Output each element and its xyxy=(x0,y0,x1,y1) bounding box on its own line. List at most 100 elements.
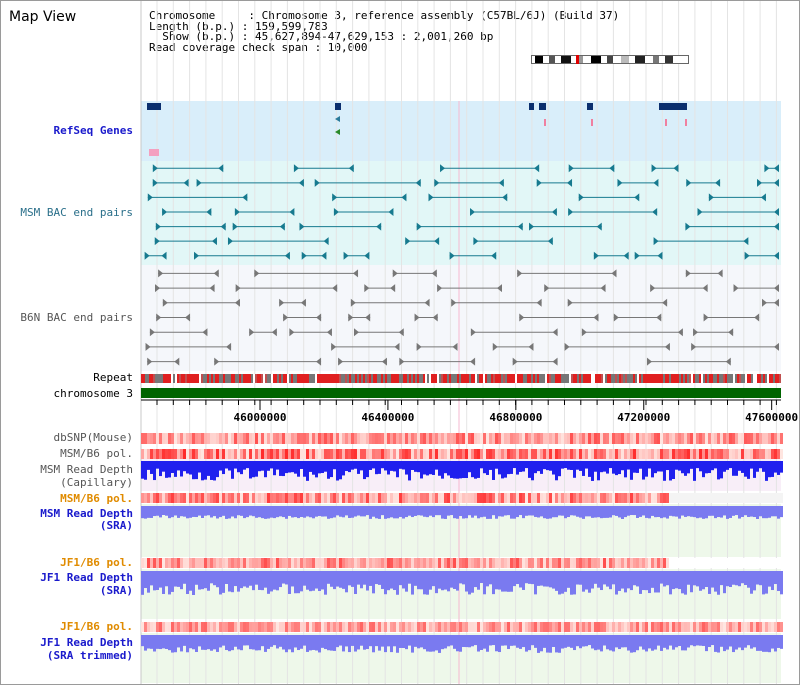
jf1-b6-pol-heat xyxy=(747,558,750,568)
track-label-msm-bac[interactable]: MSM BAC end pairs xyxy=(20,206,133,219)
jf1-b6-pol-heat xyxy=(261,558,264,568)
msm-capillary-depth-bar xyxy=(501,461,504,479)
msm-sra-depth-bar xyxy=(738,506,741,519)
repeat-segment xyxy=(571,374,573,383)
msm-sra-depth-bar xyxy=(180,506,183,517)
track-label-jf1-read-depth-trimmed[interactable]: JF1 Read Depth xyxy=(40,636,133,649)
dbsnp-heat xyxy=(741,433,744,444)
msm-b6-pol-sra-heat xyxy=(369,493,372,503)
jf1-trim-depth-bar xyxy=(486,635,489,652)
jf1-b6-pol-heat xyxy=(621,558,624,568)
jf1-sra-depth-bar xyxy=(291,571,294,587)
msm-capillary-depth-bar xyxy=(612,461,615,474)
msm-b6-pol-heat xyxy=(141,449,144,459)
repeat-segment xyxy=(205,374,207,383)
msm-capillary-depth-bar xyxy=(447,461,450,476)
jf1-b6-pol-trim-heat xyxy=(252,622,255,632)
coverage-span-info: Read coverage check span : 10,000 xyxy=(149,40,368,54)
msm-b6-pol-sra-heat xyxy=(621,493,624,503)
jf1-trim-depth-bar xyxy=(675,635,678,648)
track-label-jf1-b6-pol-trimmed[interactable]: JF1/B6 pol. xyxy=(60,620,133,633)
msm-b6-pol-sra-heat xyxy=(753,493,756,503)
msm-bac-pair-end xyxy=(634,193,640,202)
repeat-segment xyxy=(645,374,647,383)
track-label-b6n-bac[interactable]: B6N BAC end pairs xyxy=(20,311,133,324)
msm-sra-depth-bar xyxy=(342,506,345,518)
repeat-segment xyxy=(271,374,273,383)
repeat-segment xyxy=(667,374,669,383)
msm-b6-pol-heat xyxy=(732,449,735,459)
jf1-b6-pol-trim-heat xyxy=(621,622,624,632)
jf1-sra-depth-bar xyxy=(738,571,741,587)
jf1-b6-pol-heat xyxy=(141,558,144,568)
track-label-msm-b6-pol[interactable]: MSM/B6 pol. xyxy=(60,447,133,460)
jf1-sra-depth-bar xyxy=(699,571,702,591)
track-label-msm-read-depth-capillary[interactable]: MSM Read Depth xyxy=(40,463,133,476)
msm-sra-depth-bar xyxy=(165,506,168,516)
repeat-segment xyxy=(407,374,409,383)
msm-bac-pair-end xyxy=(194,251,200,260)
track-label-refseq-genes[interactable]: RefSeq Genes xyxy=(53,124,133,137)
repeat-segment xyxy=(215,374,217,383)
jf1-b6-pol-trim-heat xyxy=(312,622,315,632)
repeat-segment xyxy=(359,374,361,383)
repeat-segment xyxy=(523,374,525,383)
msm-b6-pol-sra-heat xyxy=(471,493,474,503)
msm-b6-pol-sra-heat xyxy=(630,493,633,503)
jf1-trim-depth-bar xyxy=(249,635,252,650)
jf1-b6-pol-trim-heat xyxy=(750,622,753,632)
dbsnp-heat xyxy=(261,433,264,444)
dbsnp-heat xyxy=(747,433,750,444)
msm-b6-pol-sra-heat xyxy=(483,493,486,503)
msm-sra-depth-bar xyxy=(771,506,774,517)
jf1-b6-pol-heat xyxy=(453,558,456,568)
track-label-repeat[interactable]: Repeat xyxy=(93,371,133,384)
dbsnp-heat xyxy=(210,433,213,444)
msm-b6-pol-heat xyxy=(459,449,462,459)
msm-b6-pol-heat xyxy=(303,449,306,459)
msm-b6-pol-sra-heat xyxy=(279,493,282,503)
msm-b6-pol-sra-heat xyxy=(204,493,207,503)
jf1-trim-depth-bar xyxy=(378,635,381,651)
dbsnp-heat xyxy=(549,433,552,444)
refseq-gene-arrow xyxy=(335,129,340,135)
jf1-trim-depth-bar xyxy=(228,635,231,652)
msm-capillary-depth-bar xyxy=(318,461,321,474)
dbsnp-heat xyxy=(726,433,729,444)
track-label-msm-read-depth-sra[interactable]: MSM Read Depth xyxy=(40,507,133,520)
jf1-b6-pol-trim-heat xyxy=(702,622,705,632)
repeat-segment xyxy=(413,374,415,383)
jf1-sra-depth-bar xyxy=(393,571,396,591)
msm-sra-depth-bar xyxy=(639,506,642,517)
msm-b6-pol-heat xyxy=(234,449,237,459)
repeat-segment xyxy=(477,374,479,383)
repeat-segment xyxy=(453,374,455,383)
track-label-jf1-b6-pol[interactable]: JF1/B6 pol. xyxy=(60,556,133,569)
dbsnp-heat xyxy=(570,433,573,444)
repeat-segment xyxy=(183,374,185,383)
track-label-jf1-read-depth-sra[interactable]: JF1 Read Depth xyxy=(40,571,133,584)
msm-sra-depth-bar xyxy=(522,506,525,519)
msm-sra-depth-bar xyxy=(519,506,522,516)
track-label-msm-b6-pol-sra[interactable]: MSM/B6 pol. xyxy=(60,492,133,505)
jf1-b6-pol-heat xyxy=(615,558,618,568)
msm-b6-pol-sra-heat xyxy=(696,493,699,503)
jf1-b6-pol-trim-heat xyxy=(477,622,480,632)
chromosome-ideogram[interactable] xyxy=(531,55,689,64)
msm-sra-depth-bar xyxy=(441,506,444,519)
msm-sra-depth-bar xyxy=(582,506,585,519)
jf1-b6-pol-trim-heat xyxy=(213,622,216,632)
jf1-trim-depth-bar xyxy=(204,635,207,650)
jf1-b6-pol-heat xyxy=(285,558,288,568)
jf1-sra-depth-bar xyxy=(624,571,627,593)
msm-capillary-depth-bar xyxy=(666,461,669,471)
track-label-dbsnp[interactable]: dbSNP(Mouse) xyxy=(53,431,133,444)
repeat-segment xyxy=(335,374,337,383)
jf1-trim-depth-bar xyxy=(339,635,342,646)
jf1-trim-depth-bar xyxy=(630,635,633,653)
msm-sra-depth-bar xyxy=(750,506,753,517)
jf1-trim-depth-bar xyxy=(555,635,558,653)
repeat-segment xyxy=(503,374,505,383)
msm-b6-pol-sra-heat xyxy=(657,493,660,503)
